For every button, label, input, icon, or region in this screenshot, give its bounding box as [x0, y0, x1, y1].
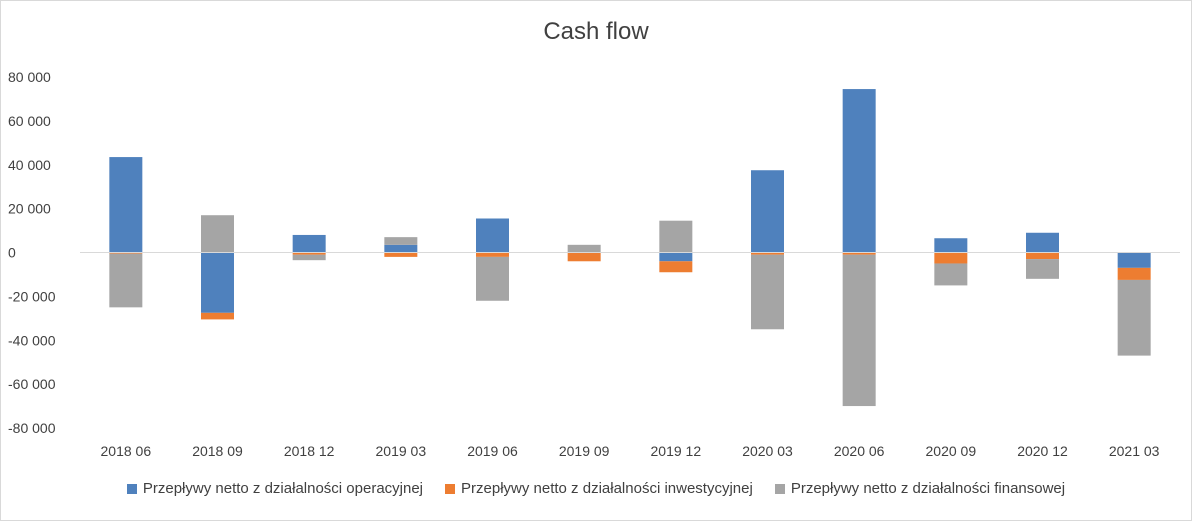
- bar-series-3-2020-03: [751, 254, 784, 330]
- bar-series-2-2019-09: [567, 252, 601, 262]
- bar-series-1-2020-12: [1026, 232, 1059, 253]
- x-tick-label: 2019 12: [651, 443, 702, 459]
- bar-series-1-2018-12: [292, 234, 326, 253]
- bar-series-2-2018-09: [201, 312, 234, 320]
- bar-series-3-2020-06: [842, 254, 876, 407]
- legend-item-1: Przepływy netto z działalności operacyjn…: [126, 480, 424, 497]
- bar-series-3-2019-12: [659, 220, 693, 253]
- y-tick-label: 80 000: [8, 69, 51, 85]
- x-tick-label: 2019 06: [467, 443, 518, 459]
- legend-label: Przepływy netto z działalności finansowe…: [790, 480, 1066, 497]
- bar-series-2-2018-06: [109, 252, 143, 254]
- legend-label: Przepływy netto z działalności operacyjn…: [142, 480, 424, 497]
- y-tick-label: 60 000: [8, 113, 51, 129]
- x-tick-label: 2021 03: [1109, 443, 1160, 459]
- bar-series-3-2020-12: [1026, 259, 1059, 279]
- legend-item-2: Przepływy netto z działalności inwestycy…: [445, 480, 753, 497]
- bar-series-1-2021-03: [1117, 252, 1151, 268]
- x-tick-label: 2020 06: [834, 443, 885, 459]
- x-tick-label: 2020 09: [926, 443, 977, 459]
- y-tick-label: -80 000: [8, 420, 56, 436]
- legend-item-3: Przepływy netto z działalności finansowe…: [774, 480, 1066, 497]
- legend-swatch: [126, 483, 137, 494]
- bar-series-2-2018-12: [292, 252, 326, 255]
- bar-series-1-2019-06: [476, 218, 509, 253]
- bar-series-2-2020-12: [1026, 252, 1059, 260]
- y-tick-label: -60 000: [8, 376, 56, 392]
- bar-series-1-2020-06: [842, 89, 876, 253]
- bar-series-2-2019-06: [476, 252, 509, 257]
- y-tick-label: -40 000: [8, 332, 56, 348]
- bar-series-1-2020-09: [934, 238, 968, 253]
- bar-series-3-2019-09: [567, 244, 601, 253]
- bar-series-1-2018-09: [201, 252, 234, 313]
- bar-series-3-2018-09: [201, 215, 234, 253]
- bar-series-2-2019-03: [384, 252, 418, 257]
- y-tick-label: 0: [8, 245, 16, 261]
- x-tick-label: 2019 03: [376, 443, 427, 459]
- legend-swatch: [445, 483, 456, 494]
- y-tick-label: 40 000: [8, 157, 51, 173]
- x-tick-label: 2018 12: [284, 443, 335, 459]
- bar-series-3-2019-06: [476, 256, 509, 301]
- bar-series-1-2019-03: [384, 244, 418, 253]
- y-tick-label: 20 000: [8, 201, 51, 217]
- bar-series-3-2018-06: [109, 253, 143, 308]
- bar-series-1-2020-03: [751, 170, 784, 253]
- bar-series-2-2020-09: [934, 252, 968, 264]
- bar-series-2-2021-03: [1117, 267, 1151, 280]
- x-tick-label: 2018 06: [101, 443, 152, 459]
- bar-series-1-2019-12: [659, 252, 693, 262]
- chart-legend: Przepływy netto z działalności operacyjn…: [0, 480, 1192, 497]
- bar-series-2-2020-06: [842, 252, 876, 255]
- legend-label: Przepływy netto z działalności inwestycy…: [461, 480, 753, 497]
- bar-series-3-2021-03: [1117, 279, 1151, 356]
- bar-series-2-2019-12: [659, 261, 693, 273]
- x-tick-label: 2019 09: [559, 443, 610, 459]
- chart-title: Cash flow: [543, 18, 649, 45]
- legend-swatch: [774, 483, 785, 494]
- bar-series-3-2020-09: [934, 263, 968, 286]
- y-tick-label: -20 000: [8, 288, 56, 304]
- bar-series-2-2020-03: [751, 252, 784, 255]
- x-tick-label: 2020 03: [742, 443, 793, 459]
- x-tick-label: 2020 12: [1017, 443, 1068, 459]
- bar-series-1-2018-06: [109, 157, 143, 253]
- bar-series-3-2019-03: [384, 237, 418, 245]
- x-tick-label: 2018 09: [192, 443, 243, 459]
- bar-series-3-2018-12: [292, 254, 326, 261]
